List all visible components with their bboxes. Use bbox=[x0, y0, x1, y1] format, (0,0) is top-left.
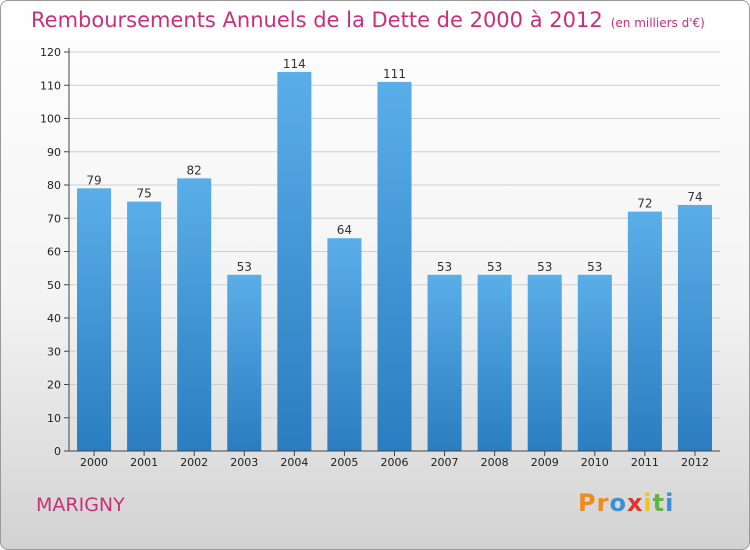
unit-label: (en milliers d'€) bbox=[610, 16, 705, 30]
logo-letter: i bbox=[643, 489, 653, 517]
x-tick-label-2002: 2002 bbox=[180, 456, 208, 469]
bar-2010 bbox=[577, 274, 612, 451]
x-tick-label-2001: 2001 bbox=[130, 456, 158, 469]
value-label-2000: 79 bbox=[86, 173, 101, 187]
value-label-2012: 74 bbox=[687, 190, 702, 204]
x-tick-label-2007: 2007 bbox=[431, 456, 459, 469]
bar-2009 bbox=[527, 274, 562, 451]
title-text: Remboursements Annuels de la Dette de 20… bbox=[31, 8, 603, 32]
y-tick-label: 50 bbox=[47, 279, 61, 292]
y-tick-label: 20 bbox=[47, 379, 61, 392]
x-tick-label-2000: 2000 bbox=[80, 456, 108, 469]
logo-letter: P bbox=[578, 489, 597, 517]
bar-2000 bbox=[77, 188, 112, 451]
logo-letter: i bbox=[665, 489, 675, 517]
value-label-2002: 82 bbox=[187, 163, 202, 177]
value-label-2011: 72 bbox=[637, 197, 652, 211]
bar-2004 bbox=[277, 71, 312, 451]
x-tick-label-2005: 2005 bbox=[330, 456, 358, 469]
proxiti-logo: Proxiti bbox=[578, 489, 674, 517]
y-tick-label: 70 bbox=[47, 212, 61, 225]
x-tick-label-2010: 2010 bbox=[581, 456, 609, 469]
x-tick-label-2011: 2011 bbox=[631, 456, 659, 469]
value-label-2003: 53 bbox=[237, 260, 252, 274]
value-label-2001: 75 bbox=[136, 187, 151, 201]
y-tick-label: 100 bbox=[40, 113, 61, 126]
y-tick-label: 40 bbox=[47, 312, 61, 325]
value-label-2009: 53 bbox=[537, 260, 552, 274]
logo-letter: r bbox=[596, 489, 610, 517]
x-tick-label-2004: 2004 bbox=[280, 456, 308, 469]
y-tick-label: 30 bbox=[47, 345, 61, 358]
value-label-2005: 64 bbox=[337, 223, 352, 237]
x-tick-label-2009: 2009 bbox=[531, 456, 559, 469]
y-tick-label: 10 bbox=[47, 412, 61, 425]
logo-letter: x bbox=[626, 489, 644, 517]
bar-2006 bbox=[377, 81, 412, 452]
bar-2005 bbox=[327, 238, 362, 451]
x-tick-label-2008: 2008 bbox=[481, 456, 509, 469]
logo-letter: o bbox=[609, 489, 627, 517]
value-label-2007: 53 bbox=[437, 260, 452, 274]
commune-name: MARIGNY bbox=[36, 494, 125, 516]
value-label-2006: 111 bbox=[383, 67, 406, 81]
bar-2007 bbox=[427, 274, 462, 451]
value-label-2008: 53 bbox=[487, 260, 502, 274]
x-tick-label-2012: 2012 bbox=[681, 456, 709, 469]
y-tick-label: 120 bbox=[40, 46, 61, 59]
bar-2011 bbox=[627, 211, 662, 451]
x-tick-label-2003: 2003 bbox=[230, 456, 258, 469]
bar-2002 bbox=[177, 178, 212, 451]
y-tick-label: 110 bbox=[40, 79, 61, 92]
logo-letter: t bbox=[652, 489, 666, 517]
y-tick-label: 90 bbox=[47, 146, 61, 159]
bar-2003 bbox=[227, 274, 262, 451]
x-tick-label-2006: 2006 bbox=[381, 456, 409, 469]
chart-title: Remboursements Annuels de la Dette de 20… bbox=[31, 8, 705, 32]
y-tick-label: 80 bbox=[47, 179, 61, 192]
value-label-2010: 53 bbox=[587, 260, 602, 274]
bar-2012 bbox=[677, 204, 712, 451]
bar-layer: 79 75 82 53 114 64 111 53 53 53 53 72 74 bbox=[77, 57, 712, 452]
y-tick-label: 60 bbox=[47, 246, 61, 259]
axis-layer: 0 10 20 30 40 50 60 70 80 90 100 110 120 2000 2001 2002… bbox=[40, 46, 720, 469]
y-tick-label: 0 bbox=[54, 445, 61, 458]
bar-2001 bbox=[127, 201, 162, 451]
bar-2008 bbox=[477, 274, 512, 451]
value-label-2004: 114 bbox=[283, 57, 306, 71]
